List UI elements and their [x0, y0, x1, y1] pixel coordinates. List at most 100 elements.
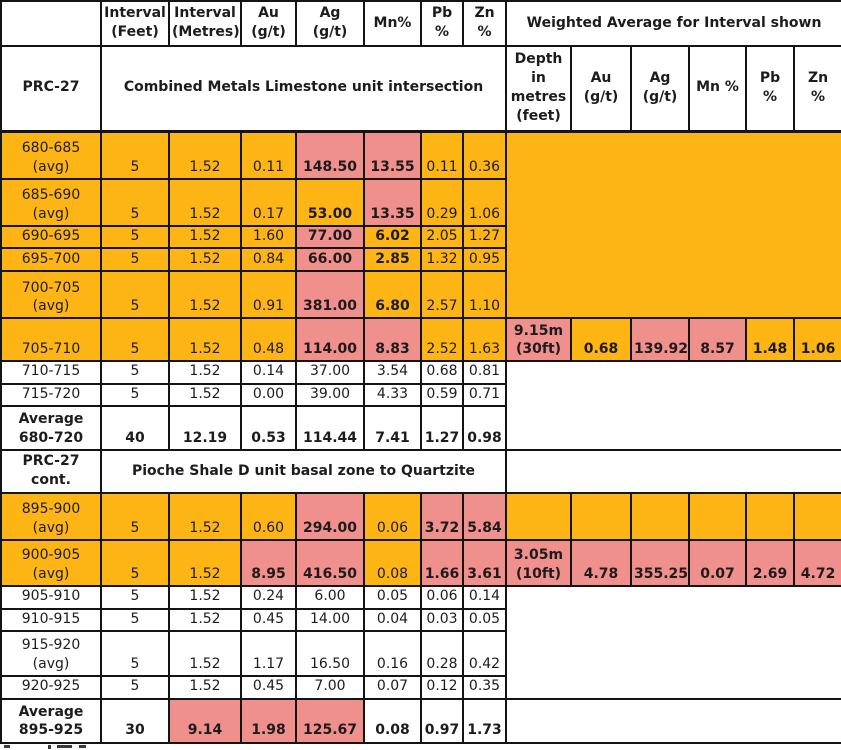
value-cell: 0.68 [420, 360, 464, 385]
value-cell: 0.05 [363, 585, 422, 610]
value-cell: 0.00 [240, 382, 297, 408]
table-row: 910-915 5 1.52 0.45 14.00 0.04 0.03 0.05 [0, 607, 841, 633]
section1-header-row: PRC-27 Combined Metals Limestone unit in… [0, 45, 841, 133]
value-cell: 16.50 [295, 630, 365, 678]
interval-label: 710-715 [0, 360, 102, 385]
col-header-au: Au (g/t) [240, 0, 297, 47]
value-cell: 0.07 [363, 675, 422, 700]
weighted-average-title: Weighted Average for Interval shown [504, 0, 841, 47]
merged-region [504, 360, 841, 452]
merged-region [504, 449, 841, 495]
value-cell: 0.05 [462, 607, 507, 633]
value-cell: 5 [100, 130, 170, 180]
value-cell: 5 [100, 270, 170, 320]
interval-label: 905-910 [0, 585, 102, 610]
value-cell: 1.27 [420, 405, 464, 452]
value-cell: 1.32 [420, 247, 464, 273]
value-cell: 5 [100, 247, 170, 273]
value-cell: 40 [100, 405, 170, 452]
weighted-value-cell [745, 492, 795, 542]
value-cell: 0.42 [462, 630, 507, 678]
clipped-footnote-mark [57, 744, 72, 748]
weighted-value-cell: 4.78 [570, 539, 632, 588]
table-row: 915-920 (avg) 5 1.52 1.17 16.50 0.16 0.28 0.42 [0, 630, 841, 678]
value-cell: 416.50 [295, 539, 365, 588]
value-cell: 0.60 [240, 492, 297, 542]
value-cell: 381.00 [295, 270, 365, 320]
value-cell: 14.00 [295, 607, 365, 633]
value-cell: 5 [100, 360, 170, 385]
col-header-pb: Pb % [420, 0, 464, 47]
table-row: 900-905 (avg) 5 1.52 8.95 416.50 0.08 1.66 3.61… [0, 539, 841, 588]
table-row: 710-715 5 1.52 0.14 37.00 3.54 0.68 0.81 [0, 360, 841, 452]
value-cell: 37.00 [295, 360, 365, 385]
weighted-value-cell: 1.48 [745, 317, 795, 363]
weighted-value-cell: 8.57 [688, 317, 747, 363]
interval-label: 690-695 [0, 224, 102, 250]
value-cell: 0.36 [462, 130, 507, 180]
value-cell: 2.57 [420, 270, 464, 320]
clipped-footnote-mark [48, 744, 51, 749]
column-header-row: Interval (Feet) Interval (Metres) Au (g/… [0, 0, 841, 47]
value-cell: 1.52 [168, 130, 242, 180]
value-cell: 0.17 [240, 178, 297, 227]
weighted-value-cell: 355.25 [630, 539, 690, 588]
value-cell: 5 [100, 607, 170, 633]
interval-label: 910-915 [0, 607, 102, 633]
value-cell: 39.00 [295, 382, 365, 408]
value-cell: 0.04 [363, 607, 422, 633]
col-header-wa-pb: Pb % [745, 45, 795, 133]
table-row: Average 895-925 30 9.14 1.98 125.67 0.08 0.97 1… [0, 697, 841, 744]
interval-label: Average 680-720 [0, 405, 102, 452]
weighted-value-cell: 4.72 [792, 539, 841, 588]
merged-region [504, 697, 841, 744]
value-cell: 7.41 [363, 405, 422, 452]
col-header-interval-feet: Interval (Feet) [100, 0, 170, 47]
value-cell: 1.52 [168, 382, 242, 408]
value-cell: 30 [100, 697, 170, 744]
table-row: 895-900 (avg) 5 1.52 0.60 294.00 0.06 3.72 5.84 [0, 492, 841, 542]
value-cell: 2.85 [363, 247, 422, 273]
weighted-value-cell: 9.15m (30ft) [505, 317, 572, 363]
section2-description: Pioche Shale D unit basal zone to Quartz… [100, 449, 507, 495]
value-cell: 9.14 [168, 697, 242, 744]
value-cell: 1.52 [168, 492, 242, 542]
value-cell: 0.06 [420, 585, 464, 610]
interval-label: 705-710 [0, 317, 102, 363]
section1-description: Combined Metals Limestone unit intersect… [100, 45, 507, 133]
value-cell: 5 [100, 675, 170, 700]
value-cell: 114.00 [295, 317, 365, 363]
value-cell: 1.27 [462, 224, 507, 250]
weighted-value-cell: 139.92 [630, 317, 690, 363]
col-header-wa-au: Au (g/t) [570, 45, 632, 133]
value-cell: 5 [100, 382, 170, 408]
value-cell: 0.03 [420, 607, 464, 633]
table-row: 700-705 (avg) 5 1.52 0.91 381.00 6.80 2.57 1.10 [0, 270, 841, 320]
value-cell: 77.00 [295, 224, 365, 250]
value-cell: 0.08 [363, 539, 422, 588]
value-cell: 1.52 [168, 270, 242, 320]
value-cell: 0.97 [420, 697, 464, 744]
value-cell: 294.00 [295, 492, 365, 542]
corner-cell [0, 0, 102, 47]
value-cell: 13.35 [363, 178, 422, 227]
table-row: 685-690 (avg) 5 1.52 0.17 53.00 13.35 0.29 1.06 [0, 178, 841, 227]
value-cell: 114.44 [295, 405, 365, 452]
value-cell: 0.08 [363, 697, 422, 744]
value-cell: 1.06 [462, 178, 507, 227]
value-cell: 0.71 [462, 382, 507, 408]
value-cell: 3.72 [420, 492, 464, 542]
interval-label: 900-905 (avg) [0, 539, 102, 588]
weighted-value-cell: 1.06 [792, 317, 841, 363]
value-cell: 1.52 [168, 630, 242, 678]
weighted-value-cell [505, 492, 572, 542]
value-cell: 0.53 [240, 405, 297, 452]
value-cell: 6.80 [363, 270, 422, 320]
value-cell: 0.14 [462, 585, 507, 610]
clipped-footnote-mark [79, 744, 86, 748]
weighted-value-cell: 0.07 [688, 539, 747, 588]
weighted-value-cell: 2.69 [745, 539, 795, 588]
value-cell: 1.52 [168, 178, 242, 227]
